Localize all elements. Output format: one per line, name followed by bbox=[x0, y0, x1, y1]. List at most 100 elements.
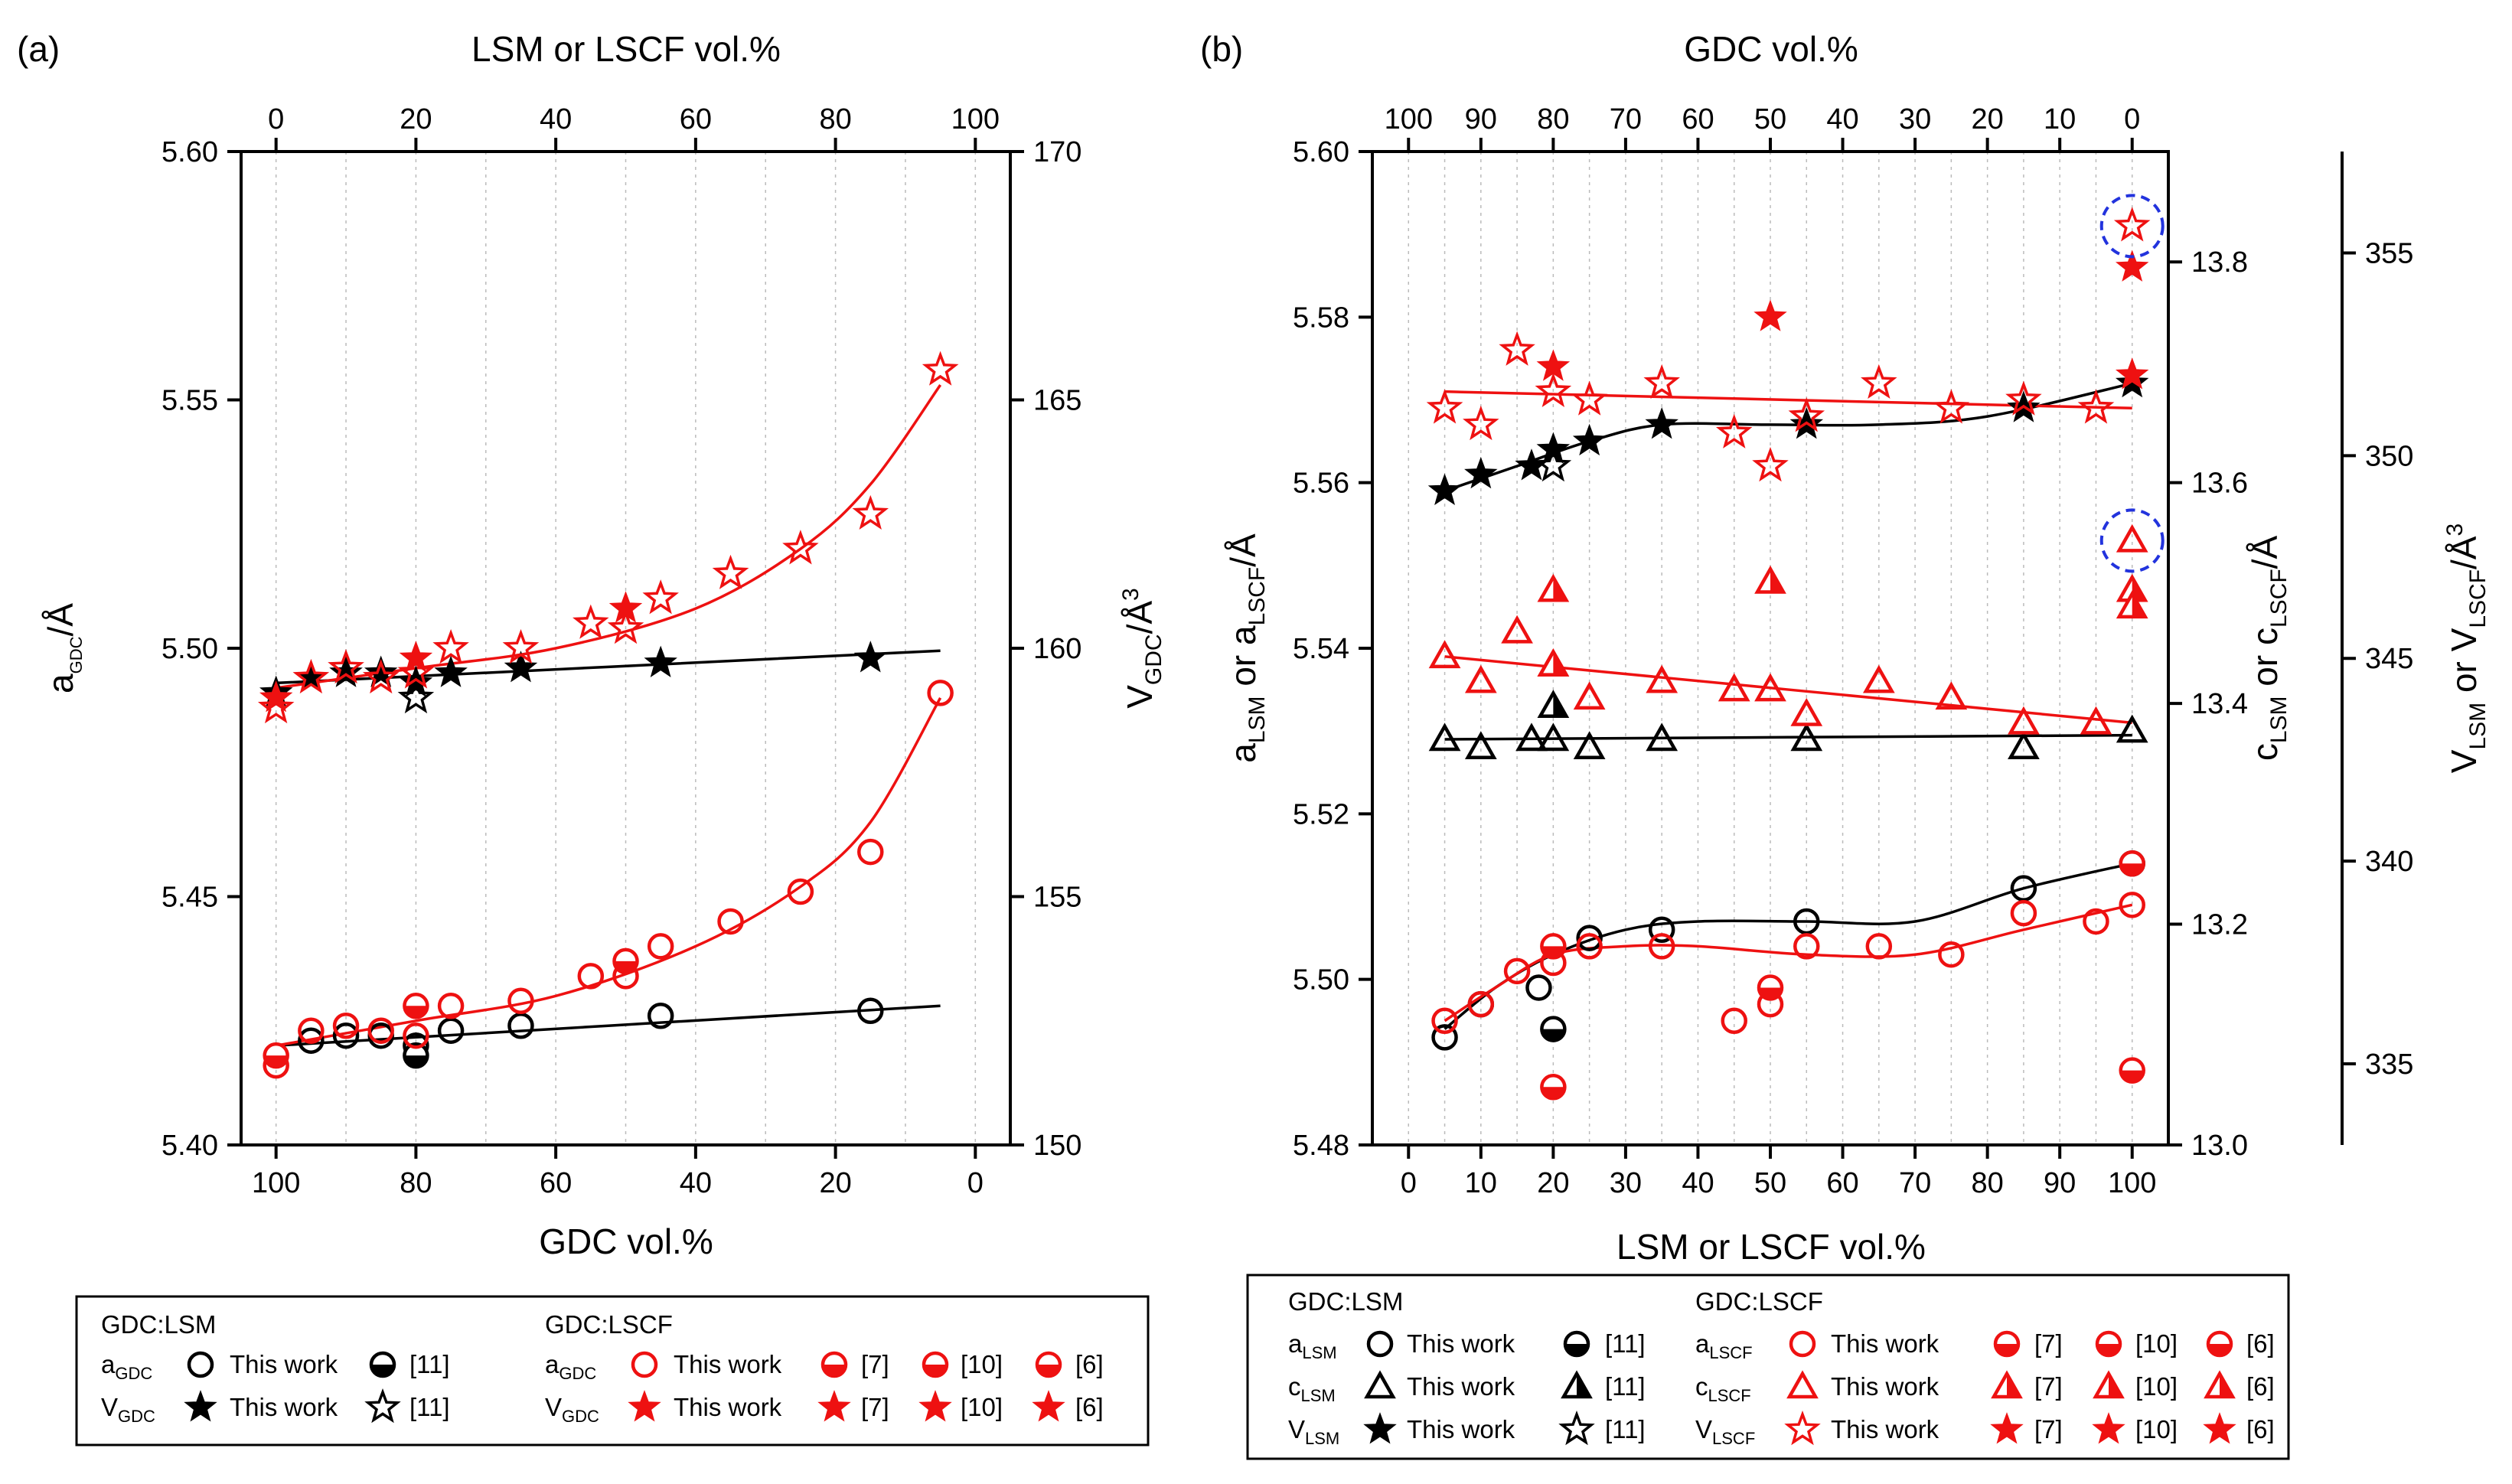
data-point-b bbox=[2083, 908, 2109, 935]
legend-a-ref7-a: [7] bbox=[861, 1350, 889, 1378]
data-point-b bbox=[1537, 648, 1570, 677]
legend-b-lscf-c-this-work: This work bbox=[1831, 1372, 1939, 1401]
data-point-b bbox=[1426, 389, 1463, 424]
legend-a-marker-lsm-a-ref-fill bbox=[371, 1365, 394, 1376]
data-point-a bbox=[298, 1017, 325, 1044]
fit-line-b bbox=[1444, 382, 2133, 493]
tick-label-left-a: 5.40 bbox=[161, 1130, 218, 1162]
data-point-b bbox=[1576, 933, 1603, 960]
tick-label-bottom-b: 40 bbox=[1682, 1167, 1714, 1199]
data-point-a bbox=[647, 933, 674, 960]
legend-b-marker-c-lsm-ref-fill bbox=[1577, 1374, 1590, 1397]
data-point-b bbox=[1540, 933, 1567, 960]
data-point-b-fill bbox=[2132, 593, 2145, 617]
y-axis-title-right2-b: VLSM or VLSCF/Å3 bbox=[2442, 523, 2491, 773]
data-point-a bbox=[328, 649, 364, 684]
legend-a-marker-lscf-a bbox=[631, 1351, 658, 1378]
chart-panel-a: (a) 100 80 60 40 20 0 0 20 40 60 80 100 5.40 5.45 5.50… bbox=[17, 29, 1166, 1261]
y-axis-title-left-b: aLSM or aLSCF/Å bbox=[1223, 533, 1270, 763]
data-point-b bbox=[1643, 364, 1680, 400]
data-point-b bbox=[2005, 380, 2042, 416]
tick-label-top-a: 80 bbox=[819, 103, 851, 135]
legend-b-marker-v-lsm bbox=[1363, 1412, 1397, 1444]
legend-b-marker-a-lsm-ref bbox=[1563, 1330, 1590, 1358]
data-point-b bbox=[1754, 565, 1786, 594]
tick-label-top-b: 100 bbox=[1385, 103, 1433, 135]
data-point-b bbox=[2008, 706, 2040, 735]
data-point-b bbox=[1573, 731, 1606, 760]
data-point-b bbox=[1464, 731, 1497, 760]
legend-b-lsm-v-this-work: This work bbox=[1407, 1415, 1515, 1443]
legend-b-ref10-v: [10] bbox=[2135, 1415, 2178, 1443]
legend-b-ref6-v: [6] bbox=[2246, 1415, 2275, 1443]
legend-b-marker-a-lsm-ref-fill bbox=[1565, 1344, 1588, 1355]
legend-a-row2-label-lsm: VGDC bbox=[101, 1393, 155, 1426]
tick-label-left-b: 5.48 bbox=[1293, 1130, 1349, 1162]
data-point-a bbox=[857, 838, 884, 866]
tick-label-left-a: 5.45 bbox=[161, 882, 218, 914]
data-point-b bbox=[1463, 405, 1499, 441]
data-point-b-fill bbox=[2120, 863, 2144, 876]
legend-a-marks bbox=[184, 1351, 1065, 1424]
data-point-a-fill bbox=[614, 961, 638, 973]
tick-label-bottom-b: 100 bbox=[2108, 1167, 2156, 1199]
data-point-a bbox=[852, 494, 889, 530]
tick-label-bottom-b: 50 bbox=[1754, 1167, 1786, 1199]
fit-line-b bbox=[1444, 733, 2132, 741]
legend-box-a bbox=[75, 1295, 1150, 1446]
tick-label-top-b: 90 bbox=[1465, 103, 1497, 135]
tick-label-top-b: 10 bbox=[2044, 103, 2076, 135]
data-point-a bbox=[853, 641, 888, 673]
tick-label-top-a: 20 bbox=[400, 103, 432, 135]
data-point-a bbox=[712, 554, 749, 589]
tick-label-top-a: 0 bbox=[268, 103, 284, 135]
tick-label-top-b: 80 bbox=[1537, 103, 1569, 135]
legend-b-lsm-a-this-work: This work bbox=[1407, 1329, 1515, 1358]
data-point-b bbox=[1427, 473, 1462, 506]
data-point-b bbox=[2010, 899, 2037, 927]
legend-b-ref10-a: [10] bbox=[2135, 1329, 2178, 1358]
data-point-b bbox=[1525, 974, 1552, 1001]
tick-label-top-b: 60 bbox=[1682, 103, 1714, 135]
tick-label-right1-b: 13.0 bbox=[2191, 1130, 2248, 1162]
data-point-a bbox=[642, 579, 679, 615]
legend-b-lscf-v-this-work: This work bbox=[1831, 1415, 1939, 1443]
tick-label-left-b: 5.50 bbox=[1293, 964, 1349, 996]
data-point-a bbox=[573, 604, 609, 639]
legend-a-marker-ref-v bbox=[1032, 1390, 1065, 1422]
data-point-b-fill bbox=[2120, 1070, 2144, 1082]
x-axis-title-bottom-a: GDC vol.% bbox=[539, 1221, 713, 1261]
data-point-b bbox=[1503, 957, 1531, 985]
data-point-b bbox=[2113, 207, 2151, 242]
legend-b-marker-ref-c-fill bbox=[2007, 1374, 2020, 1397]
y-axis-title-right1-b: cLSM or cLSCF/Å bbox=[2245, 536, 2292, 762]
legend-b-marker-ref-v bbox=[1990, 1412, 2024, 1444]
x-axis-title-top-a: LSM or LSCF vol.% bbox=[471, 29, 781, 69]
legend-b-c-lscf-label: cLSCF bbox=[1695, 1372, 1751, 1405]
data-point-b bbox=[2115, 357, 2149, 390]
data-point-a bbox=[364, 655, 398, 687]
legend-b-lscf-a-this-work: This work bbox=[1831, 1329, 1939, 1358]
data-point-b bbox=[2115, 250, 2149, 282]
legend-b-ref10-c: [10] bbox=[2135, 1372, 2178, 1401]
data-point-a bbox=[612, 947, 639, 975]
data-point-b bbox=[1935, 681, 1968, 710]
tick-label-bottom-b: 10 bbox=[1465, 1167, 1497, 1199]
panel-label-b: (b) bbox=[1200, 29, 1243, 69]
data-point-b bbox=[1933, 389, 1970, 424]
tick-label-bottom-b: 80 bbox=[1971, 1167, 2003, 1199]
fit-lines-b bbox=[1444, 382, 2133, 1030]
legend-b-marker-c-lsm bbox=[1364, 1370, 1396, 1399]
data-point-b bbox=[1861, 364, 1897, 400]
legend-b-lscf-title: GDC:LSCF bbox=[1695, 1287, 1823, 1316]
tick-label-bottom-a: 40 bbox=[680, 1167, 712, 1199]
data-point-b bbox=[1464, 456, 1498, 489]
legend-a-marker-lsm-a-ref bbox=[369, 1351, 396, 1378]
tick-label-right2-b: 355 bbox=[2365, 237, 2413, 269]
legend-b-marker-ref-a bbox=[2095, 1330, 2122, 1358]
tick-label-bottom-a: 100 bbox=[252, 1167, 300, 1199]
data-point-b bbox=[1431, 1024, 1458, 1051]
y-axis-title-right-a: VGDC/Å3 bbox=[1118, 588, 1166, 709]
